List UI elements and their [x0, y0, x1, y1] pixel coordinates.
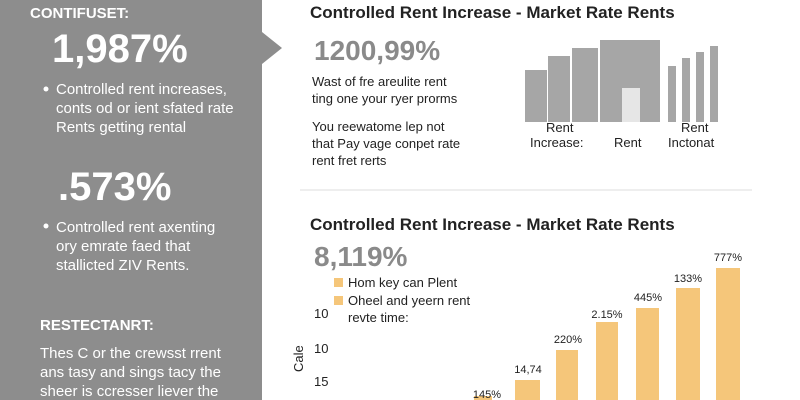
legend-swatch	[334, 296, 343, 305]
stat: .573%	[58, 165, 171, 209]
axis-label: 10	[314, 306, 328, 321]
axis-label: 15	[314, 374, 328, 389]
bar-label: 220%	[554, 334, 582, 346]
label: Increase:	[530, 135, 583, 150]
text: You reewatome lep not	[312, 119, 445, 134]
bar-label: 777%	[714, 252, 742, 264]
legend-swatch	[334, 278, 343, 287]
text: ory emrate faed that	[56, 238, 191, 255]
bar	[474, 396, 492, 400]
section-title: Controlled Rent Increase - Market Rate R…	[310, 215, 675, 234]
sidebar-bg	[0, 0, 282, 400]
label: Rent	[614, 135, 642, 150]
label: Rent	[546, 120, 574, 135]
label: Inctonat	[668, 135, 715, 150]
bar	[596, 322, 618, 400]
bar	[676, 288, 700, 400]
bar-label: 2.15%	[591, 309, 622, 321]
bar	[556, 350, 578, 400]
legend-text: Hom key can Plent	[348, 275, 457, 290]
text: rent fret rerts	[312, 153, 387, 168]
sidebar-heading: CONTIFUSET:	[30, 5, 129, 22]
bars	[474, 268, 740, 400]
bar-label: 145%	[473, 389, 501, 400]
text: Thes C or the crewsst rrent	[40, 345, 222, 362]
sidebar-heading: RESTECTANRT:	[40, 317, 154, 334]
bar	[515, 380, 540, 400]
axis-label: 10	[314, 341, 328, 356]
bar-label: 445%	[634, 292, 662, 304]
bullet	[43, 86, 49, 92]
text: Controlled rent axenting	[56, 219, 215, 236]
stat: 1200,99%	[314, 35, 440, 66]
axis-title: Cale	[291, 345, 306, 372]
text: stallicted ZIV Rents.	[56, 257, 189, 274]
legend-text: revte time:	[348, 310, 409, 325]
bar	[716, 268, 740, 400]
building-illustration	[525, 40, 718, 122]
legend-text: Oheel and yeern rent	[348, 293, 471, 308]
bar-label: 14,74	[514, 364, 542, 376]
section-title: Controlled Rent Increase - Market Rate R…	[310, 3, 675, 22]
text: Wast of fre areulite rent	[312, 74, 447, 89]
text: conts od or ient sfated rate	[56, 100, 234, 117]
text: sheer is ccresser liever the	[40, 383, 218, 400]
bar-label: 133%	[674, 273, 702, 285]
label: Rent	[681, 120, 709, 135]
stat: 1,987%	[52, 27, 188, 71]
bar	[636, 308, 659, 400]
text: Controlled rent increases,	[56, 81, 227, 98]
text: ting one your ryer prorms	[312, 91, 458, 106]
text: that Pay vage conpet rate	[312, 136, 460, 151]
text: ans tasy and sings tacy the	[40, 364, 221, 381]
stat: 8,119%	[314, 241, 408, 272]
bullet	[43, 223, 49, 229]
text: Rents getting rental	[56, 119, 186, 136]
